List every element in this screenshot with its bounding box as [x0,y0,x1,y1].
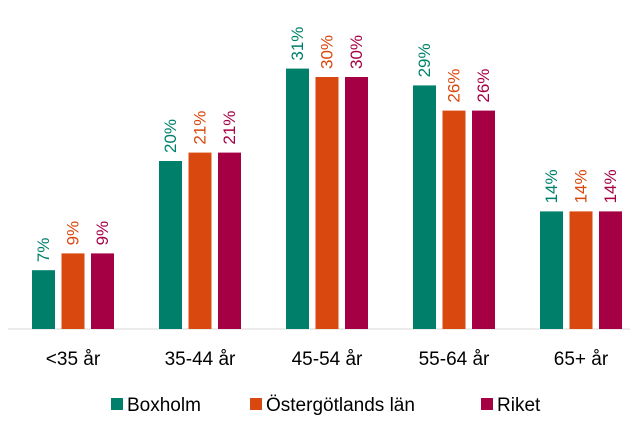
data-label-2-2: 30% [347,35,366,69]
bar-3-2 [472,110,495,329]
bar-0-2 [91,253,114,329]
legend-label-0: Boxholm [127,395,201,416]
data-labels-group: 7% 9% 9% 20% 21% 21% 31% 30% 30% 29% 26% 26% 14% 14% 1… [34,27,620,263]
data-label-1-1: 21% [191,111,210,145]
data-label-0-0: 7% [34,238,53,263]
legend-label-1: Östergötlands län [266,395,415,416]
data-label-0-2: 9% [93,221,112,246]
bar-1-2 [218,152,241,329]
bar-1-0 [159,161,182,329]
x-tick-labels-group: <35 år 35-44 år 45-54 år 55-64 år 65+ år [46,349,609,370]
bar-4-2 [599,211,622,329]
data-label-2-1: 30% [318,35,337,69]
data-label-4-2: 14% [601,169,620,203]
data-label-1-2: 21% [220,111,239,145]
data-label-3-0: 29% [415,43,434,77]
data-label-1-0: 20% [161,119,180,153]
bar-3-0 [413,85,436,330]
data-label-0-1: 9% [64,221,83,246]
bar-2-1 [315,77,339,329]
x-tick-label-3: 55-64 år [419,349,490,370]
x-tick-label-2: 45-54 år [292,349,363,370]
legend-swatch-0 [111,398,123,410]
legend-swatch-1 [250,398,262,410]
bar-2-2 [345,77,368,329]
legend-swatch-2 [481,398,493,410]
bar-0-1 [61,253,85,329]
bar-2-0 [286,68,309,329]
legend: Boxholm Östergötlands län Riket [111,395,541,416]
x-tick-label-1: 35-44 år [165,349,236,370]
x-tick-label-0: <35 år [46,349,101,370]
bar-3-1 [442,110,466,329]
data-label-4-0: 14% [542,169,561,203]
bar-4-0 [540,211,563,329]
bar-4-1 [569,211,593,329]
data-label-3-1: 26% [445,69,464,103]
bar-0-0 [32,270,55,329]
data-label-2-0: 31% [288,27,307,61]
data-label-4-1: 14% [572,169,591,203]
data-label-3-2: 26% [474,69,493,103]
x-tick-label-4: 65+ år [554,349,609,370]
bar-1-1 [188,152,212,329]
bars-group [32,68,622,330]
legend-label-2: Riket [497,395,541,416]
